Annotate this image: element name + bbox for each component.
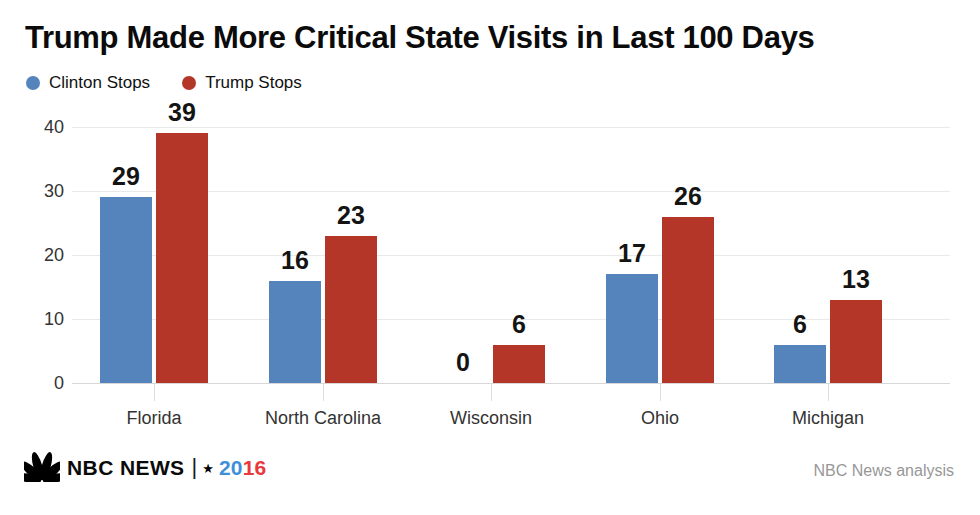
logo-brand-name: NBC NEWS <box>67 456 185 480</box>
category-tick <box>491 384 492 401</box>
logo-separator: | <box>192 454 198 480</box>
value-label-trump-michigan: 13 <box>826 266 886 292</box>
star-icon: ★ <box>202 461 214 476</box>
gridline <box>72 127 950 128</box>
y-tick-label: 40 <box>18 116 64 138</box>
category-tick <box>323 384 324 401</box>
bar-clinton-michigan <box>774 345 826 383</box>
y-tick-label: 10 <box>18 308 64 330</box>
value-label-clinton-ohio: 17 <box>602 240 662 266</box>
value-label-clinton-michigan: 6 <box>770 311 830 337</box>
source-credit: NBC News analysis <box>814 462 954 480</box>
bar-trump-north-carolina <box>325 236 377 383</box>
y-tick-label: 30 <box>18 180 64 202</box>
value-label-clinton-north-carolina: 16 <box>265 247 325 273</box>
chart-card: Trump Made More Critical State Visits in… <box>0 0 980 515</box>
value-label-trump-ohio: 26 <box>658 183 718 209</box>
bar-clinton-florida <box>100 197 152 383</box>
bar-trump-ohio <box>662 217 714 383</box>
category-label: North Carolina <box>239 407 407 429</box>
bar-clinton-north-carolina <box>269 281 321 383</box>
value-label-clinton-florida: 29 <box>96 163 156 189</box>
bar-trump-florida <box>156 133 208 383</box>
category-tick <box>660 384 661 401</box>
y-tick-label: 20 <box>18 244 64 266</box>
category-label: Michigan <box>744 407 912 429</box>
bar-trump-wisconsin <box>493 345 545 383</box>
value-label-trump-florida: 39 <box>152 99 212 125</box>
plot-area: 0 10 20 30 40 Florida 29 39 North Carolina 16 23 Wi… <box>0 0 980 515</box>
value-label-trump-north-carolina: 23 <box>321 202 381 228</box>
logo-year-20: 20 <box>219 456 243 480</box>
category-tick <box>828 384 829 401</box>
value-label-clinton-wisconsin: 0 <box>433 349 493 375</box>
bar-trump-michigan <box>830 300 882 383</box>
x-axis-line <box>72 383 950 384</box>
nbc-news-2016-logo: NBC NEWS | ★ 20 16 <box>24 451 266 485</box>
category-label: Florida <box>70 407 238 429</box>
category-label: Ohio <box>576 407 744 429</box>
y-tick-label: 0 <box>18 372 64 394</box>
logo-year-16: 16 <box>243 456 267 480</box>
nbc-peacock-icon <box>24 451 60 486</box>
category-label: Wisconsin <box>407 407 575 429</box>
value-label-trump-wisconsin: 6 <box>489 311 549 337</box>
category-tick <box>154 384 155 401</box>
bar-clinton-ohio <box>606 274 658 383</box>
